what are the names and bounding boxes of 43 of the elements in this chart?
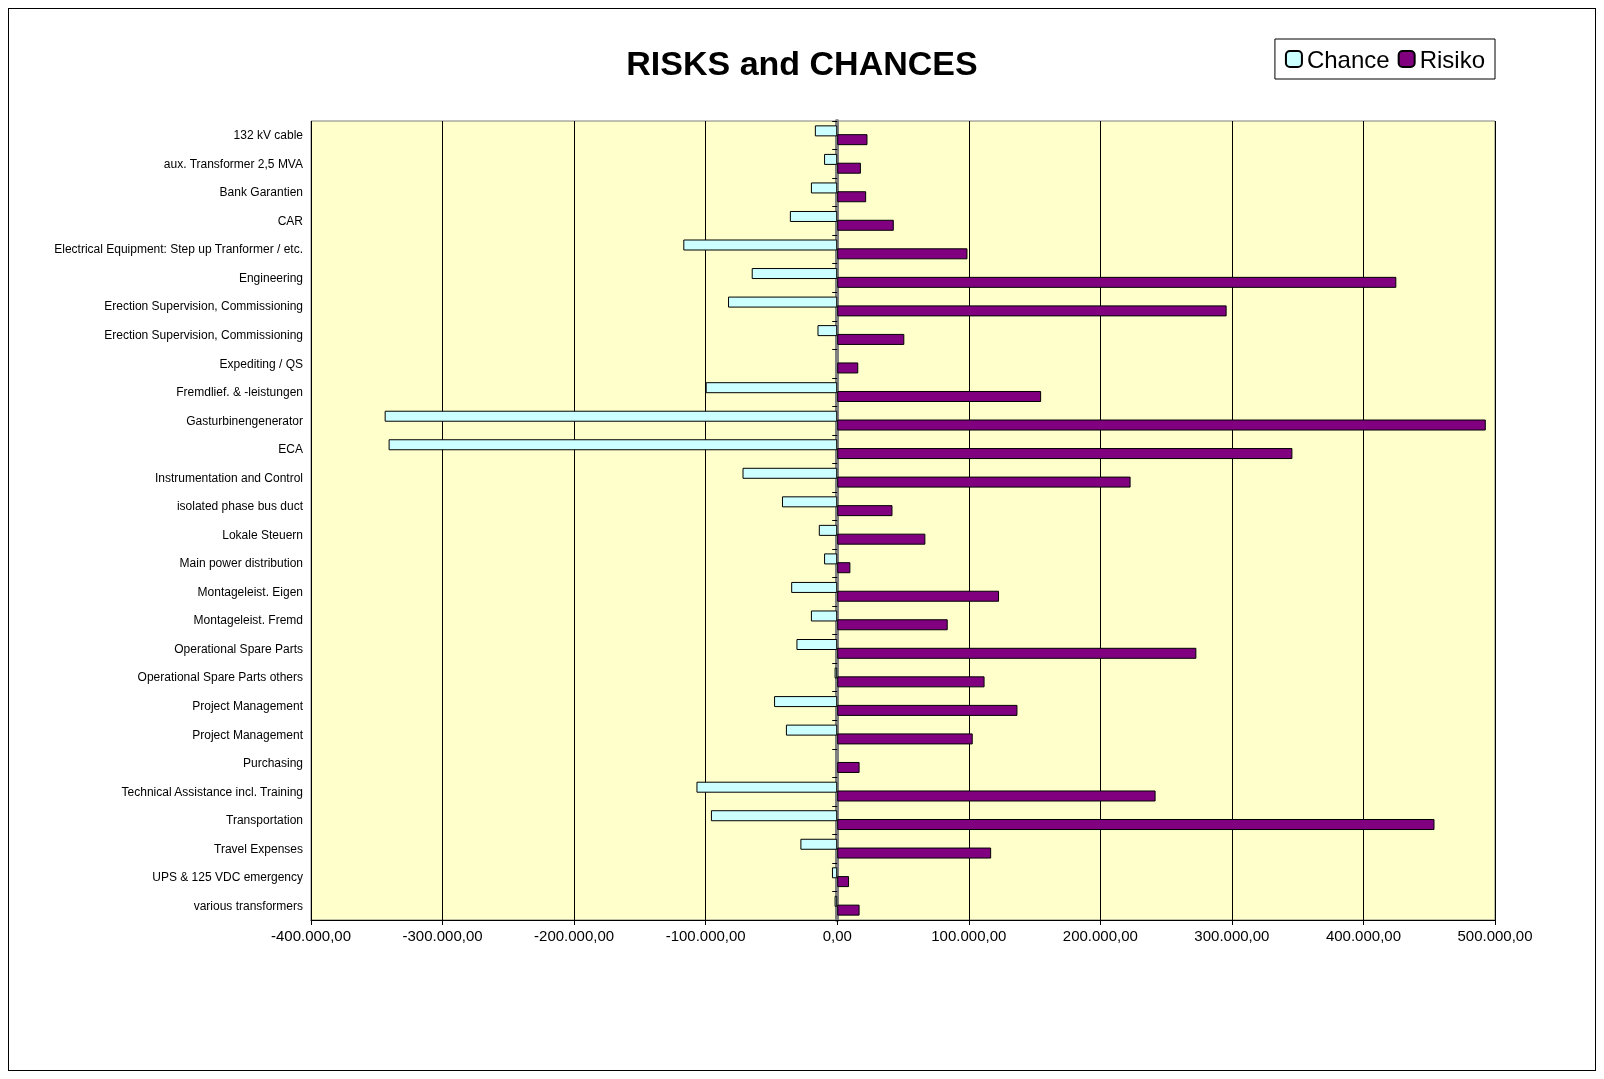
y-tick-label: various transformers [193, 898, 303, 913]
y-tick-label: Operational Spare Parts others [137, 670, 303, 685]
y-tick-label: Travel Expenses [214, 841, 303, 856]
x-tick-label: 100.000,00 [931, 927, 1007, 944]
chart-title: RISKS and CHANCES [626, 44, 978, 82]
y-tick-label: Montageleist. Eigen [197, 584, 303, 599]
y-tick-label: Fremdlief. & -leistungen [176, 385, 303, 400]
legend-label: Chance [1306, 45, 1390, 73]
y-tick-label: Erection Supervision, Commissioning [104, 328, 303, 343]
y-tick-label: Technical Assistance incl. Training [121, 784, 303, 799]
y-tick-label: Operational Spare Parts [174, 641, 303, 656]
y-tick-label: Expediting / QS [219, 356, 303, 371]
y-tick-label: Bank Garantien [219, 185, 303, 200]
y-tick-label: Engineering [238, 270, 303, 285]
y-tick-label: ECA [278, 442, 303, 457]
y-tick-label: Project Management [192, 698, 304, 713]
x-tick-label: 300.000,00 [1194, 927, 1270, 944]
x-tick-label: 0,00 [822, 927, 852, 944]
bar [837, 362, 859, 374]
y-tick-label: Gasturbinengenerator [186, 413, 303, 428]
x-tick-label: -300.000,00 [402, 927, 483, 944]
y-tick-label: UPS & 125 VDC emergency [152, 870, 303, 885]
y-tick-label: Transportation [226, 813, 303, 828]
y-tick-label: 132 kV cable [233, 128, 304, 143]
legend-label: Risiko [1419, 45, 1485, 73]
y-tick-label: Lokale Steuern [222, 527, 303, 542]
y-tick-label: aux. Transformer 2,5 MVA [163, 156, 303, 171]
y-tick-label: Project Management [192, 727, 304, 742]
y-tick-label: Instrumentation and Control [154, 470, 303, 485]
x-tick-label: 400.000,00 [1325, 927, 1401, 944]
y-tick-label: Main power distribution [179, 556, 303, 571]
bar [837, 761, 860, 773]
y-tick-label: Purchasing [242, 756, 303, 771]
y-tick-label: isolated phase bus duct [176, 499, 304, 514]
y-tick-label: CAR [277, 213, 304, 228]
y-tick-label: Electrical Equipment: Step up Tranformer / etc. [54, 242, 303, 257]
y-tick-label: Montageleist. Fremd [193, 613, 303, 628]
x-tick-label: -100.000,00 [665, 927, 746, 944]
x-tick-label: -400.000,00 [270, 927, 352, 944]
x-tick-label: -200.000,00 [534, 927, 615, 944]
x-tick-label: 200.000,00 [1062, 927, 1138, 944]
y-tick-label: Erection Supervision, Commissioning [104, 299, 303, 314]
x-tick-label: 500.000,00 [1457, 927, 1533, 944]
